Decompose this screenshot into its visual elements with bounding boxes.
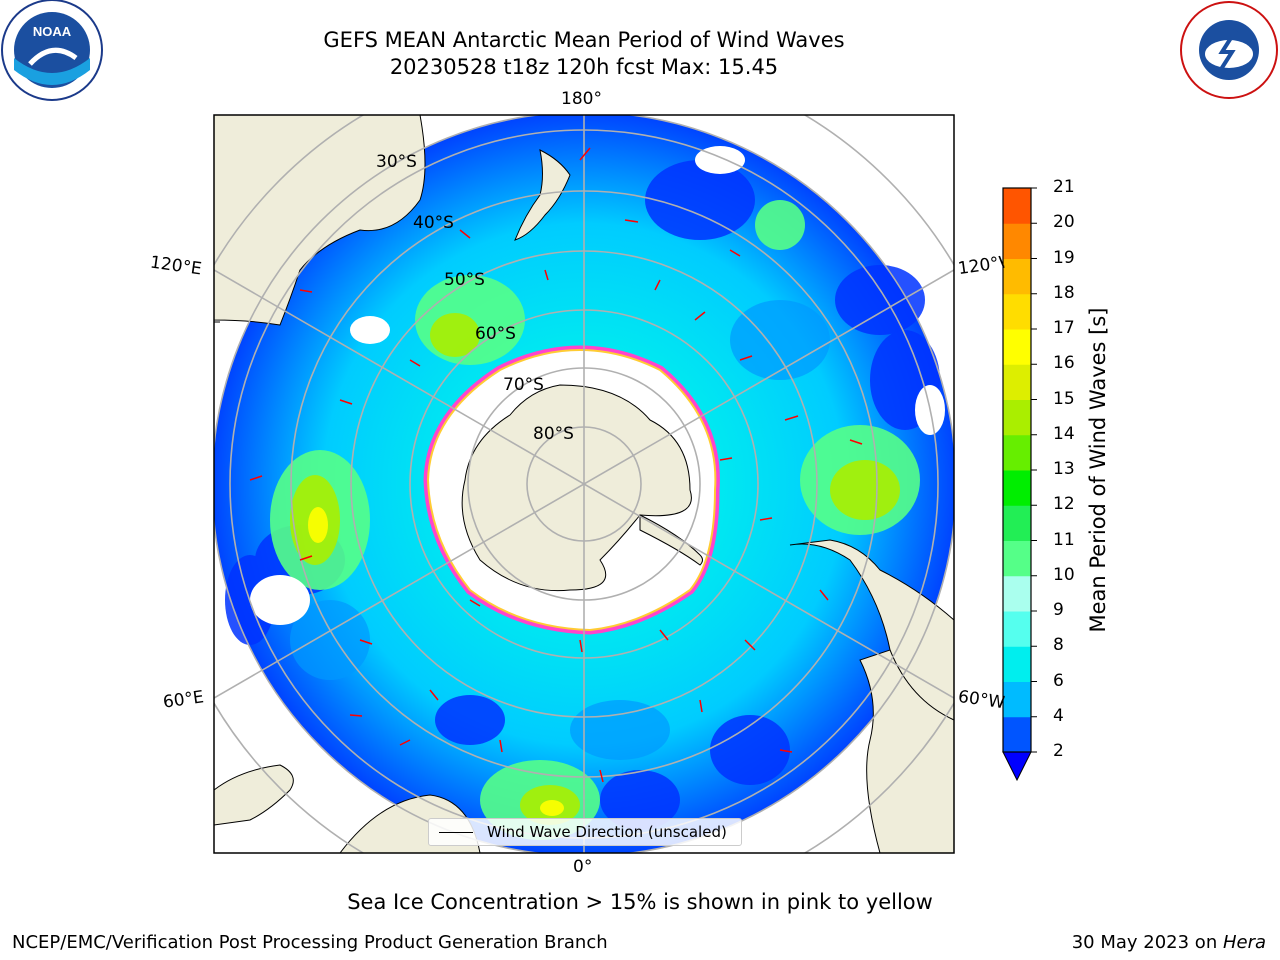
- colorbar-title: Mean Period of Wind Waves [s]: [1086, 307, 1110, 633]
- map-title: GEFS MEAN Antarctic Mean Period of Wind …: [323, 28, 845, 52]
- map-plot-area: [214, 115, 954, 853]
- colorbar-tick-label: 14: [1053, 423, 1075, 444]
- lat-label-30s: 30°S: [376, 152, 417, 172]
- nws-logo: [1180, 1, 1278, 99]
- madagascar-land: [214, 764, 294, 826]
- colorbar-tick-label: 4: [1053, 705, 1064, 726]
- lon-label-180: 180°: [561, 89, 602, 109]
- credit-date-text: 30 May 2023 on: [1071, 932, 1223, 953]
- lat-label-60s: 60°S: [475, 324, 516, 344]
- colorbar-extend-arrow: [1002, 751, 1032, 782]
- lon-label-0: 0°: [573, 857, 593, 877]
- colorbar-swatch: [1003, 575, 1031, 612]
- map-legend: Wind Wave Direction (unscaled): [428, 818, 742, 846]
- colorbar-tick-label: 2: [1053, 741, 1064, 761]
- lat-label-80s: 80°S: [533, 424, 574, 444]
- australia-land: [214, 115, 426, 326]
- meridian-lines: [214, 115, 954, 853]
- legend-label: Wind Wave Direction (unscaled): [487, 823, 727, 841]
- colorbar-tick-label: 19: [1053, 247, 1075, 268]
- colorbar-swatch: [1003, 399, 1031, 436]
- colorbar-tick-label: 20: [1053, 212, 1075, 233]
- colorbar-tick-label: 17: [1053, 318, 1075, 338]
- legend-line-swatch: [439, 831, 473, 833]
- colorbar-swatch: [1003, 716, 1031, 753]
- colorbar-tick-label: 12: [1053, 494, 1075, 515]
- lat-label-50s: 50°S: [444, 270, 485, 290]
- new-zealand-land: [514, 149, 571, 241]
- colorbar-swatch: [1003, 611, 1031, 647]
- colorbar-tick-label: 13: [1053, 459, 1075, 479]
- map-subtitle: 20230528 t18z 120h fcst Max: 15.45: [389, 55, 779, 79]
- sea-ice-note: Sea Ice Concentration > 15% is shown in …: [347, 890, 933, 914]
- colorbar-tick-label: 16: [1053, 353, 1075, 374]
- colorbar-tick-label: 18: [1053, 282, 1075, 303]
- colorbar-swatch: [1003, 329, 1031, 365]
- colorbar-swatch: [1003, 223, 1031, 259]
- credit-host: Hera: [1222, 932, 1266, 953]
- colorbar-swatch: [1003, 646, 1031, 682]
- colorbar-swatch: [1003, 188, 1031, 224]
- colorbar-tick-label: 8: [1053, 635, 1064, 656]
- colorbar: [1002, 187, 1037, 782]
- credit-organization: NCEP/EMC/Verification Post Processing Pr…: [12, 932, 608, 953]
- colorbar-tick-label: 11: [1053, 529, 1075, 550]
- noaa-logo: NOAA: [1, 0, 103, 101]
- lat-label-70s: 70°S: [503, 375, 544, 395]
- map-frame: [213, 114, 955, 854]
- colorbar-swatch: [1003, 540, 1031, 577]
- credit-date: 30 May 2023 on Hera: [1072, 932, 1266, 953]
- colorbar-tick-label: 15: [1053, 388, 1075, 409]
- colorbar-swatch: [1003, 293, 1031, 330]
- colorbar-swatch: [1003, 364, 1031, 400]
- colorbar-tick-label: 9: [1053, 600, 1064, 620]
- colorbar-swatch: [1003, 505, 1031, 541]
- colorbar-swatch: [1003, 258, 1031, 295]
- colorbar-swatch: [1003, 434, 1031, 471]
- colorbar-swatch: [1003, 470, 1031, 506]
- lat-label-40s: 40°S: [413, 213, 454, 233]
- colorbar-tick-label: 21: [1053, 177, 1075, 197]
- colorbar-swatch: [1003, 681, 1031, 718]
- colorbar-tick-label: 10: [1053, 564, 1075, 585]
- noaa-logo-text: NOAA: [33, 24, 72, 39]
- colorbar-tick-label: 6: [1053, 670, 1064, 691]
- wind-wave-arrows: [249, 147, 863, 783]
